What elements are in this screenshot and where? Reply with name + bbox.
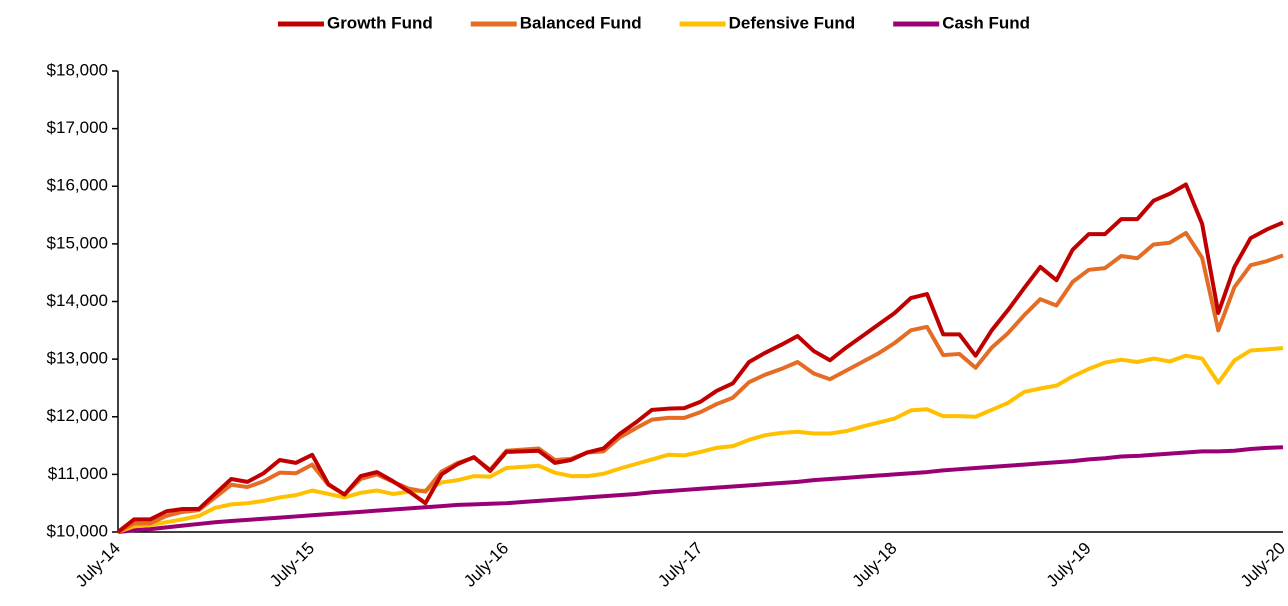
x-tick-label: July-15 [266, 539, 318, 591]
y-tick-label: $16,000 [47, 176, 108, 195]
x-tick-label: July-16 [460, 539, 512, 591]
legend-label: Growth Fund [327, 13, 433, 32]
x-tick-label: July-19 [1043, 539, 1095, 591]
legend: Growth Fund Balanced Fund Defensive Fund Ca… [277, 13, 1030, 32]
y-tick-label: $17,000 [47, 118, 108, 137]
x-tick-label: July-20 [1237, 539, 1288, 591]
series-line [117, 445, 1284, 534]
x-tick-label: July-14 [72, 539, 124, 591]
legend-label: Defensive Fund [729, 13, 856, 32]
x-tick-label: July-18 [848, 539, 900, 591]
legend-label: Balanced Fund [520, 13, 642, 32]
series-line [116, 182, 1284, 534]
series-line [117, 230, 1284, 534]
y-tick-label: $13,000 [47, 349, 108, 368]
y-tick-label: $10,000 [47, 521, 108, 540]
legend-label: Cash Fund [942, 13, 1030, 32]
y-tick-label: $18,000 [47, 60, 108, 79]
y-tick-label: $15,000 [47, 233, 108, 252]
y-tick-label: $14,000 [47, 291, 108, 310]
x-tick-label: July-17 [654, 539, 706, 591]
series-line [117, 346, 1284, 534]
y-tick-label: $11,000 [48, 464, 108, 483]
y-tick-label: $12,000 [47, 406, 108, 425]
